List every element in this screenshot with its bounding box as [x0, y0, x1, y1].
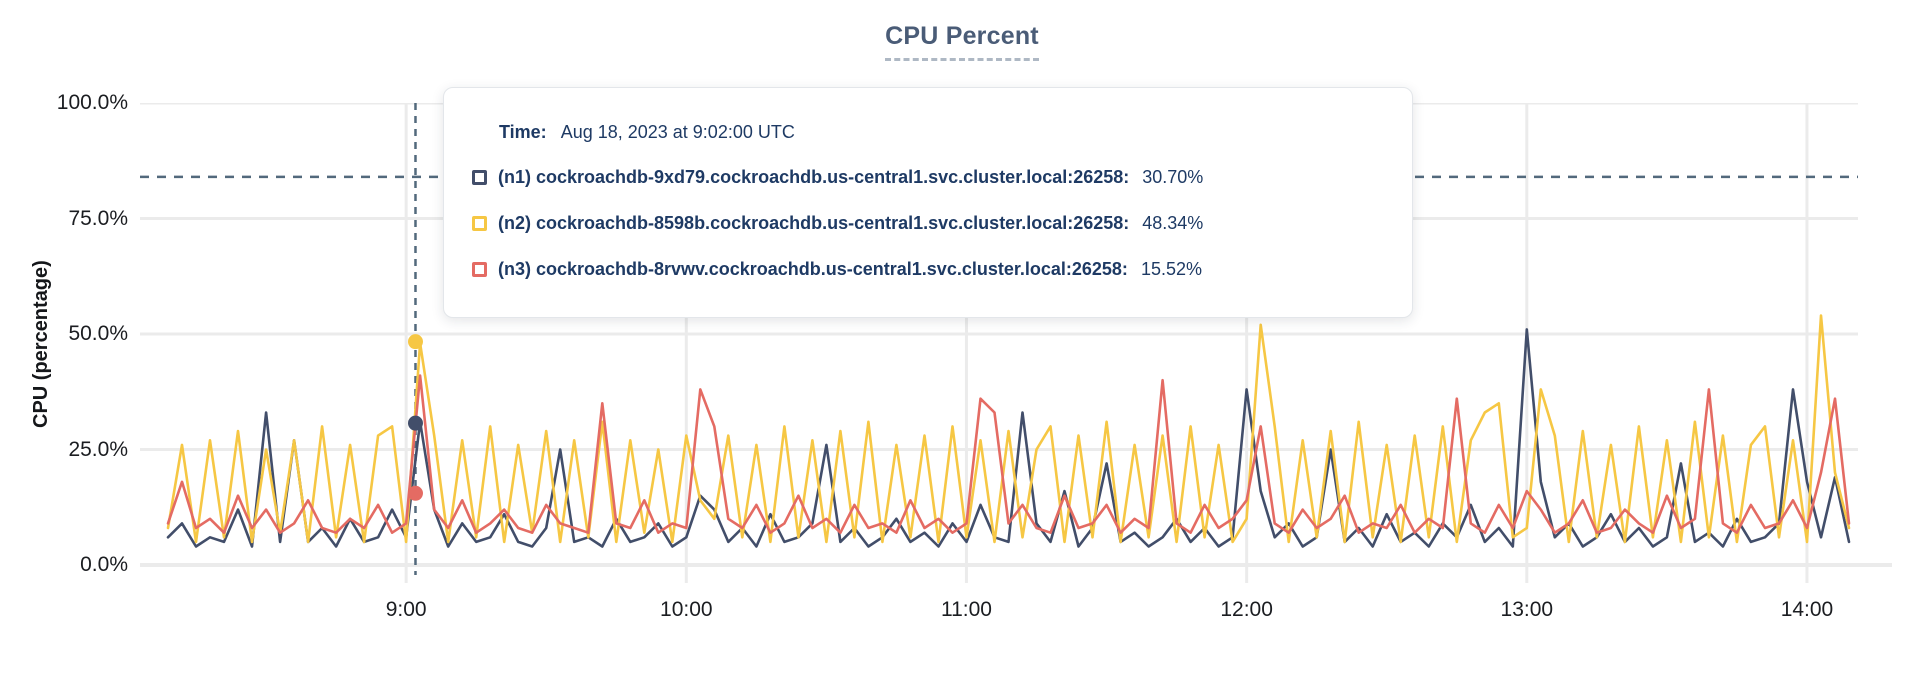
tooltip-series-row-n3: (n3) cockroachdb-8rvwv.cockroachdb.us-ce… [472, 259, 1412, 280]
hover-dot-n3 [407, 485, 423, 501]
y-tick-label-50.0%: 50.0% [68, 322, 128, 345]
y-tick-label-75.0%: 75.0% [68, 206, 128, 230]
tooltip-time-value: Aug 18, 2023 at 9:02:00 UTC [560, 122, 795, 142]
tooltip-series-value-n3: 15.52% [1140, 259, 1202, 279]
x-tick-label-12:00: 12:00 [1220, 598, 1273, 621]
tooltip-series-list: (n1) cockroachdb-9xd79.cockroachdb.us-ce… [472, 167, 1412, 280]
y-tick-label-25.0%: 25.0% [68, 437, 128, 461]
y-tick-label-0.0%: 0.0% [80, 553, 128, 576]
series-line-n2 [166, 314, 1851, 544]
series-marker-icon-n2 [472, 216, 487, 231]
chart-title-row: CPU Percent [0, 22, 1924, 61]
tooltip-series-row-n1: (n1) cockroachdb-9xd79.cockroachdb.us-ce… [472, 167, 1412, 188]
x-tick-label-14:00: 14:00 [1780, 598, 1834, 621]
chart-title: CPU Percent [885, 22, 1039, 61]
tooltip-series-label-n3: (n3) cockroachdb-8rvwv.cockroachdb.us-ce… [498, 259, 1128, 279]
series-marker-icon-n1 [472, 170, 487, 185]
tooltip-series-row-n2: (n2) cockroachdb-8598b.cockroachdb.us-ce… [472, 213, 1412, 234]
tooltip-time-label: Time: [499, 122, 547, 142]
tooltip-series-value-n2: 48.34% [1142, 213, 1204, 233]
y-tick-label-100.0%: 100.0% [56, 91, 128, 114]
tooltip-series-value-n1: 30.70% [1142, 167, 1204, 187]
x-tick-label-11:00: 11:00 [940, 598, 992, 621]
hover-tooltip: Time: Aug 18, 2023 at 9:02:00 UTC (n1) co… [443, 87, 1413, 318]
hover-dot-n2 [407, 334, 423, 350]
series-line-n3 [166, 374, 1851, 535]
series-marker-icon-n3 [472, 262, 487, 277]
x-tick-label-13:00: 13:00 [1500, 598, 1554, 621]
x-tick-label-9:00: 9:00 [385, 598, 427, 621]
tooltip-time-row: Time: Aug 18, 2023 at 9:02:00 UTC [499, 122, 1412, 143]
x-tick-label-10:00: 10:00 [660, 598, 713, 621]
hover-dot-n1 [407, 415, 423, 431]
tooltip-series-label-n2: (n2) cockroachdb-8598b.cockroachdb.us-ce… [498, 213, 1130, 233]
tooltip-series-label-n1: (n1) cockroachdb-9xd79.cockroachdb.us-ce… [498, 167, 1130, 187]
